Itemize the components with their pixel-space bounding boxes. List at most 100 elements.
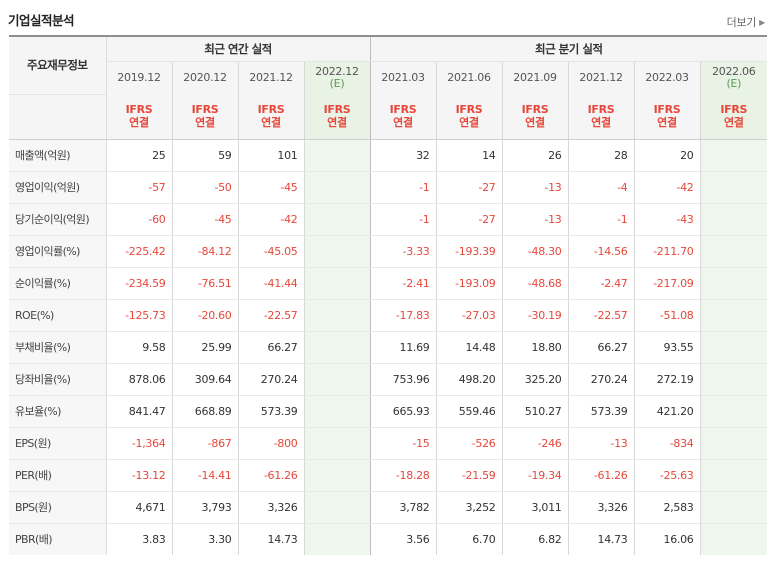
basis-top: IFRS <box>521 103 549 117</box>
estimate-mark: (E) <box>329 77 345 90</box>
table-cell: -84.12 <box>172 235 239 268</box>
table-cell: -42 <box>238 203 305 236</box>
table-cell: 14.73 <box>568 523 635 555</box>
basis-bottom: 연결 <box>261 116 281 130</box>
table-cell: -30.19 <box>502 299 569 332</box>
accounting-basis: IFRS 연결 <box>436 94 503 140</box>
table-cell: -17.83 <box>370 299 437 332</box>
basis-bottom: 연결 <box>657 116 677 130</box>
basis-bottom: 연결 <box>195 116 215 130</box>
table-cell: -13 <box>502 171 569 204</box>
table-cell: 32 <box>370 139 437 172</box>
table-cell: -1 <box>370 203 437 236</box>
table-cell: -48.68 <box>502 267 569 300</box>
table-cell: -13 <box>568 427 635 460</box>
table-cell: 3,782 <box>370 491 437 524</box>
basis-bottom: 연결 <box>591 116 611 130</box>
row-label: EPS(원) <box>9 427 107 460</box>
table-cell: 66.27 <box>568 331 635 364</box>
table-cell: 309.64 <box>172 363 239 396</box>
table-cell: -51.08 <box>634 299 701 332</box>
row-label: PER(배) <box>9 459 107 492</box>
table-cell <box>700 171 768 204</box>
row-label: 영업이익(억원) <box>9 171 107 204</box>
table-cell: -13 <box>502 203 569 236</box>
table-row: PBR(배) 3.83 3.30 14.73 3.56 6.70 6.82 14.73 16.0… <box>9 523 768 555</box>
table-cell: 665.93 <box>370 395 437 428</box>
basis-top: IFRS <box>720 103 748 117</box>
period-header: 2021.03 <box>370 61 437 94</box>
chevron-right-icon: ▶ <box>759 18 765 27</box>
table-row: 영업이익률(%) -225.42 -84.12 -45.05 -3.33 -193.39-… <box>9 235 768 268</box>
row-label: 유보율(%) <box>9 395 107 428</box>
period-header: 2022.06 (E) <box>700 61 768 94</box>
annual-group-header: 최근 연간 실적 <box>106 36 371 62</box>
table-cell <box>304 459 371 492</box>
table-cell: -217.09 <box>634 267 701 300</box>
table-cell <box>304 203 371 236</box>
table-row: BPS(원) 4,671 3,793 3,326 3,782 3,252 3,011 3,32… <box>9 491 768 524</box>
table-cell: -193.39 <box>436 235 503 268</box>
table-cell: 573.39 <box>238 395 305 428</box>
table-cell: -15 <box>370 427 437 460</box>
table-cell: 6.82 <box>502 523 569 555</box>
row-label: 순이익률(%) <box>9 267 107 300</box>
table-cell: -57 <box>106 171 173 204</box>
more-link[interactable]: 더보기 ▶ <box>727 14 766 30</box>
table-cell: 3,252 <box>436 491 503 524</box>
table-cell: -50 <box>172 171 239 204</box>
period-label: 2022.06 <box>712 65 756 78</box>
table-cell: -4 <box>568 171 635 204</box>
corner-header: 주요재무정보 <box>9 36 107 95</box>
basis-top: IFRS <box>389 103 417 117</box>
table-cell <box>700 427 768 460</box>
table-cell: 559.46 <box>436 395 503 428</box>
row-label: ROE(%) <box>9 299 107 332</box>
table-cell: 28 <box>568 139 635 172</box>
basis-top: IFRS <box>257 103 285 117</box>
table-cell: 325.20 <box>502 363 569 396</box>
table-cell: 3,011 <box>502 491 569 524</box>
period-header: 2021.12 <box>238 61 305 94</box>
table-cell: 3.83 <box>106 523 173 555</box>
table-cell: -225.42 <box>106 235 173 268</box>
table-cell: -60 <box>106 203 173 236</box>
table-cell <box>304 331 371 364</box>
table-cell: -1 <box>370 171 437 204</box>
table-cell: -48.30 <box>502 235 569 268</box>
table-cell: -27 <box>436 171 503 204</box>
accounting-basis: IFRS 연결 <box>700 94 768 140</box>
table-cell: 101 <box>238 139 305 172</box>
table-cell: -193.09 <box>436 267 503 300</box>
basis-bottom: 연결 <box>327 116 347 130</box>
table-cell: -19.34 <box>502 459 569 492</box>
table-cell: -27 <box>436 203 503 236</box>
table-cell: -234.59 <box>106 267 173 300</box>
table-cell: 3,326 <box>568 491 635 524</box>
basis-top: IFRS <box>323 103 351 117</box>
basis-bottom: 연결 <box>393 116 413 130</box>
table-cell <box>304 395 371 428</box>
table-cell <box>304 139 371 172</box>
table-cell: 14.73 <box>238 523 305 555</box>
table-cell: 3,793 <box>172 491 239 524</box>
corner-spacer <box>9 94 107 140</box>
table-row: PER(배) -13.12 -14.41 -61.26 -18.28 -21.59 -19.… <box>9 459 768 492</box>
table-cell: -14.56 <box>568 235 635 268</box>
table-cell: 11.69 <box>370 331 437 364</box>
table-cell: -45 <box>172 203 239 236</box>
table-cell: -800 <box>238 427 305 460</box>
table-cell: 573.39 <box>568 395 635 428</box>
accounting-basis: IFRS 연결 <box>304 94 371 140</box>
table-cell <box>304 235 371 268</box>
table-cell: -3.33 <box>370 235 437 268</box>
table-cell <box>304 427 371 460</box>
table-row: ROE(%) -125.73 -20.60 -22.57 -17.83 -27.03 -30… <box>9 299 768 332</box>
table-cell: -867 <box>172 427 239 460</box>
table-cell: 20 <box>634 139 701 172</box>
table-row: 유보율(%) 841.47 668.89 573.39 665.93 559.46 510.… <box>9 395 768 428</box>
table-cell: -42 <box>634 171 701 204</box>
table-cell: 878.06 <box>106 363 173 396</box>
period-header: 2020.12 <box>172 61 239 94</box>
accounting-basis: IFRS 연결 <box>172 94 239 140</box>
